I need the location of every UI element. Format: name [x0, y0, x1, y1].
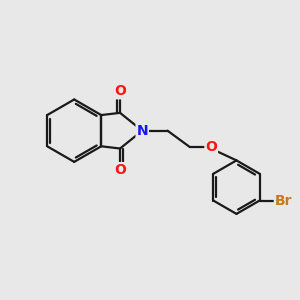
- Text: N: N: [136, 124, 148, 138]
- Text: O: O: [114, 84, 126, 98]
- Text: O: O: [114, 163, 126, 177]
- Text: Br: Br: [275, 194, 292, 208]
- Text: O: O: [205, 140, 217, 154]
